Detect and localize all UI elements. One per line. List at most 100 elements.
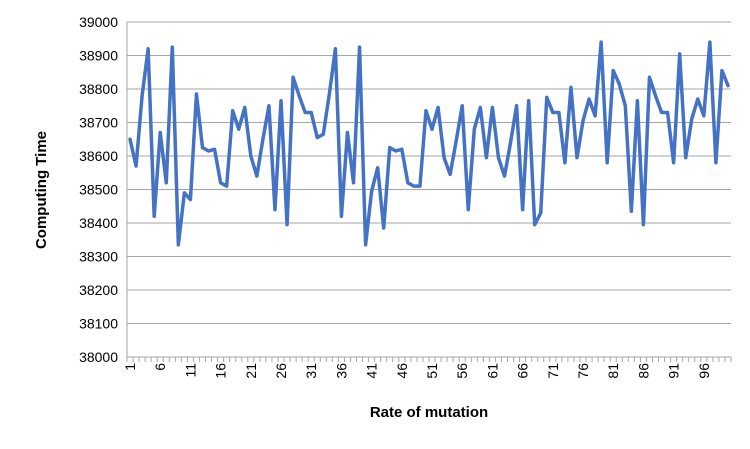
y-tick-label: 38900 bbox=[79, 48, 118, 64]
data-point bbox=[303, 110, 307, 114]
data-point bbox=[654, 94, 657, 98]
data-point bbox=[629, 209, 633, 213]
data-point bbox=[503, 174, 506, 178]
y-tick-label: 38200 bbox=[79, 282, 118, 298]
data-point bbox=[128, 137, 132, 141]
data-point bbox=[484, 156, 488, 160]
data-point bbox=[279, 99, 283, 103]
x-tick-label: 76 bbox=[575, 363, 591, 379]
x-tick-label: 61 bbox=[484, 363, 500, 379]
x-tick-label: 41 bbox=[364, 363, 380, 379]
data-point bbox=[647, 75, 651, 79]
data-point bbox=[158, 131, 162, 135]
data-point bbox=[394, 149, 398, 153]
data-point bbox=[672, 161, 676, 165]
data-point bbox=[297, 94, 301, 98]
data-point bbox=[641, 223, 645, 227]
data-point bbox=[182, 191, 186, 195]
data-point bbox=[273, 208, 277, 212]
data-point bbox=[170, 45, 174, 49]
data-point bbox=[176, 243, 180, 247]
x-tick-label: 46 bbox=[394, 363, 410, 379]
x-tick-label: 66 bbox=[515, 363, 531, 379]
data-point bbox=[599, 40, 603, 44]
data-point bbox=[696, 97, 700, 101]
data-point bbox=[333, 47, 337, 51]
data-point bbox=[134, 164, 138, 168]
data-point bbox=[575, 156, 579, 160]
data-point bbox=[327, 92, 331, 96]
y-tick-label: 38600 bbox=[79, 148, 118, 164]
data-point bbox=[140, 94, 144, 98]
data-point bbox=[194, 92, 198, 96]
x-tick-label: 36 bbox=[333, 363, 349, 379]
data-point bbox=[472, 127, 476, 131]
x-axis-title: Rate of mutation bbox=[370, 404, 488, 421]
data-point bbox=[496, 156, 500, 160]
data-point bbox=[430, 127, 434, 131]
data-point bbox=[261, 137, 265, 141]
data-point bbox=[291, 75, 295, 79]
x-tick-label: 96 bbox=[696, 363, 712, 379]
data-point bbox=[460, 104, 464, 108]
data-point bbox=[400, 147, 404, 151]
data-point bbox=[255, 174, 259, 178]
data-point bbox=[370, 189, 374, 193]
y-axis-title: Computing Time bbox=[33, 131, 50, 249]
data-point bbox=[424, 109, 428, 113]
data-point bbox=[436, 105, 440, 109]
x-tick-label: 71 bbox=[545, 363, 561, 379]
x-tick-label: 21 bbox=[243, 363, 259, 379]
data-point bbox=[382, 226, 386, 230]
x-tick-label: 16 bbox=[213, 363, 229, 379]
data-point bbox=[466, 208, 470, 212]
data-point bbox=[557, 110, 561, 114]
data-point bbox=[418, 184, 422, 188]
data-point bbox=[388, 146, 392, 150]
data-point bbox=[569, 85, 573, 89]
y-tick-label: 38500 bbox=[79, 182, 118, 198]
data-point bbox=[563, 161, 567, 165]
data-point bbox=[714, 161, 718, 165]
y-tick-label: 38100 bbox=[79, 316, 118, 332]
data-point bbox=[213, 147, 217, 151]
data-point bbox=[515, 104, 519, 108]
data-point bbox=[527, 99, 531, 103]
data-point bbox=[587, 97, 591, 101]
data-point bbox=[364, 243, 368, 247]
x-tick-label: 91 bbox=[666, 363, 682, 379]
data-point bbox=[521, 208, 525, 212]
data-point bbox=[611, 69, 615, 73]
y-tick-label: 38400 bbox=[79, 215, 118, 231]
y-tick-label: 38700 bbox=[79, 115, 118, 131]
data-point bbox=[321, 132, 325, 136]
data-point bbox=[406, 181, 410, 185]
data-point bbox=[231, 109, 235, 113]
data-point bbox=[219, 181, 223, 185]
data-point bbox=[454, 139, 458, 143]
data-point bbox=[237, 127, 241, 131]
computing-time-series bbox=[128, 40, 730, 247]
data-point bbox=[539, 211, 543, 215]
data-point bbox=[605, 161, 609, 165]
data-point bbox=[702, 114, 706, 118]
data-point bbox=[490, 105, 494, 109]
data-point bbox=[678, 52, 682, 56]
data-point bbox=[285, 223, 289, 227]
x-tick-label: 1 bbox=[122, 363, 138, 371]
data-point bbox=[207, 149, 211, 153]
data-point bbox=[623, 104, 627, 108]
data-point bbox=[339, 214, 343, 218]
y-tick-label: 38000 bbox=[79, 349, 118, 365]
data-point bbox=[442, 156, 446, 160]
data-point bbox=[249, 154, 253, 158]
data-point bbox=[545, 95, 549, 99]
x-tick-label: 31 bbox=[303, 363, 319, 379]
data-point bbox=[225, 184, 229, 188]
data-point bbox=[164, 181, 168, 185]
data-point bbox=[708, 40, 712, 44]
data-point bbox=[684, 156, 688, 160]
data-point bbox=[666, 110, 670, 114]
data-point bbox=[635, 99, 639, 103]
